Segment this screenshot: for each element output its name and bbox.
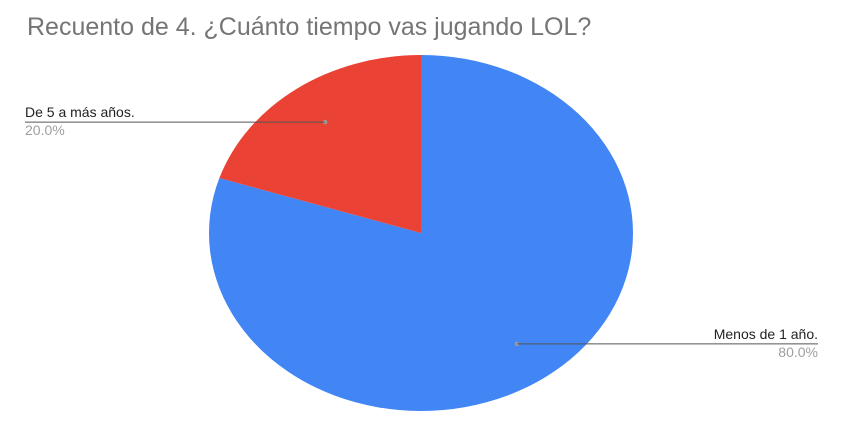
slice-percent-2: 20.0% <box>25 122 65 138</box>
slice-label-1: Menos de 1 año. <box>714 326 818 342</box>
slice-percent-1: 80.0% <box>778 344 818 360</box>
chart-title: Recuento de 4. ¿Cuánto tiempo vas jugand… <box>27 13 592 41</box>
slice-label-2: De 5 a más años. <box>25 104 135 120</box>
pie-slice-2 <box>219 55 421 233</box>
